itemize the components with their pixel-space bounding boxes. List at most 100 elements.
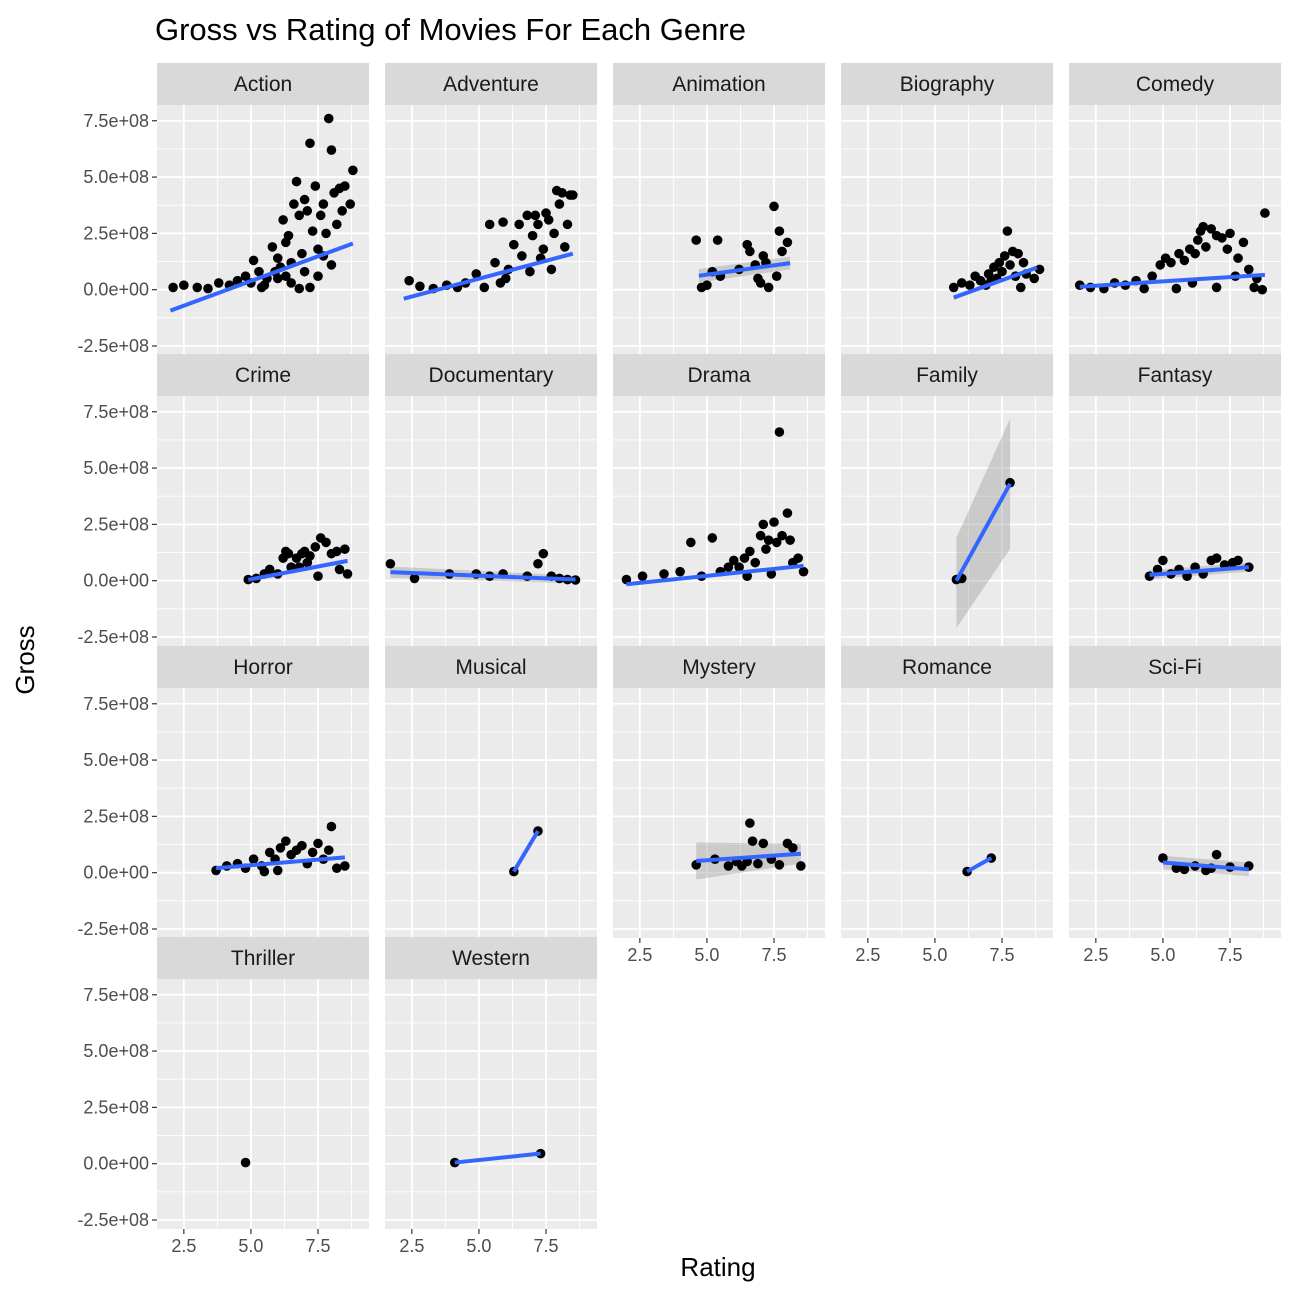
data-point: [723, 562, 734, 572]
chart-title: Gross vs Rating of Movies For Each Genre: [155, 12, 746, 47]
trend-line: [1079, 272, 1266, 289]
data-point: [168, 282, 178, 293]
facet-label: Musical: [455, 656, 526, 679]
facet-horror: Horror -2.5e+08 0.0e+00 2.5e+08 5.0e+08 7.5e+…: [77, 646, 369, 939]
data-point: [294, 210, 305, 221]
data-point: [240, 271, 251, 281]
y-tick-label: 0.0e+00: [83, 280, 149, 300]
data-point: [337, 206, 347, 216]
facet-label: Crime: [235, 364, 291, 387]
data-point: [761, 544, 771, 554]
data-point: [1002, 226, 1013, 236]
y-tick-label: 0.0e+00: [83, 863, 149, 883]
panel-background: [157, 396, 369, 646]
x-tick-label: 5.0: [1150, 945, 1175, 965]
data-point: [723, 861, 734, 871]
y-tick-label: 7.5e+08: [83, 402, 149, 422]
data-point: [787, 843, 798, 853]
data-point: [326, 260, 337, 270]
facet-strip: [1069, 646, 1281, 688]
data-point: [345, 199, 356, 209]
data-point: [404, 275, 414, 286]
data-point: [1139, 283, 1149, 294]
facet-panels: Action -2.5e+08 0.0e+00 2.5e+08 5.0e+08 7.5e+…: [77, 63, 1281, 1256]
facet-strip: [613, 354, 825, 396]
data-point: [340, 544, 350, 554]
y-tick-label: -2.5e+08: [77, 336, 149, 356]
y-tick-label: 5.0e+08: [83, 167, 149, 187]
facet-romance: Romance 2.5 5.0 7.5: [841, 646, 1053, 965]
facet-label: Family: [916, 364, 978, 387]
y-tick-label: 7.5e+08: [83, 985, 149, 1005]
trend-line: [454, 1151, 541, 1165]
panel-background: [613, 396, 825, 646]
facet-family: Family: [841, 354, 1053, 646]
x-tick-label: 7.5: [761, 945, 786, 965]
y-tick-label: 5.0e+08: [83, 458, 149, 478]
data-point: [728, 555, 739, 566]
data-point: [315, 210, 326, 221]
data-point: [994, 257, 1005, 268]
data-point: [297, 248, 307, 259]
x-tick-label: 5.0: [922, 945, 947, 965]
data-point: [409, 573, 420, 584]
data-point: [686, 537, 696, 548]
x-tick-label: 5.0: [694, 945, 719, 965]
y-tick-label: 5.0e+08: [83, 750, 149, 770]
facet-crime: Crime -2.5e+08 0.0e+00 2.5e+08 5.0e+08 7.5e+0…: [77, 354, 369, 647]
panel-background: [157, 979, 369, 1229]
data-point: [291, 176, 302, 187]
data-point: [415, 281, 425, 292]
data-point: [254, 266, 264, 277]
data-point: [549, 228, 559, 239]
data-point: [758, 838, 769, 849]
trend-line: [626, 563, 804, 587]
data-point: [538, 244, 549, 254]
data-point: [203, 283, 213, 294]
data-point: [259, 280, 270, 290]
facet-biography: Biography: [841, 63, 1053, 355]
facet-strip: [385, 937, 597, 979]
y-tick-label: 2.5e+08: [83, 514, 149, 534]
data-point: [1034, 264, 1045, 275]
panel-background: [613, 688, 825, 938]
facet-label: Drama: [687, 364, 750, 387]
data-point: [490, 257, 500, 268]
facet-label: Documentary: [429, 364, 554, 387]
trend-line: [169, 241, 354, 313]
data-point: [753, 273, 763, 284]
facet-label: Action: [234, 73, 292, 96]
data-point: [331, 863, 342, 873]
data-point: [777, 530, 787, 541]
data-point: [755, 530, 766, 541]
facet-documentary: Documentary: [385, 354, 597, 646]
data-point: [323, 845, 334, 855]
panel-background: [841, 105, 1053, 355]
panel-background: [1069, 396, 1281, 646]
x-tick-label: 2.5: [627, 945, 652, 965]
trend-line: [390, 570, 576, 582]
facet-fantasy: Fantasy: [1069, 354, 1281, 646]
data-point: [283, 548, 294, 559]
data-point: [307, 226, 318, 236]
facet-strip: [1069, 63, 1281, 105]
data-point: [1018, 257, 1029, 268]
data-point: [299, 194, 310, 205]
data-point: [1233, 555, 1243, 566]
data-point: [305, 138, 315, 149]
data-point: [785, 535, 795, 545]
panel-background: [385, 396, 597, 646]
data-point: [546, 264, 557, 275]
data-point: [278, 215, 288, 225]
facet-strip: [157, 354, 369, 396]
facet-label: Thriller: [231, 947, 295, 970]
data-point: [965, 280, 975, 290]
data-point: [763, 535, 774, 545]
facet-label: Sci-Fi: [1148, 656, 1202, 679]
data-point: [543, 215, 554, 225]
y-tick-label: 2.5e+08: [83, 806, 149, 826]
data-point: [1217, 233, 1227, 243]
data-point: [774, 226, 785, 236]
data-point: [796, 861, 806, 871]
data-point: [1201, 242, 1211, 252]
